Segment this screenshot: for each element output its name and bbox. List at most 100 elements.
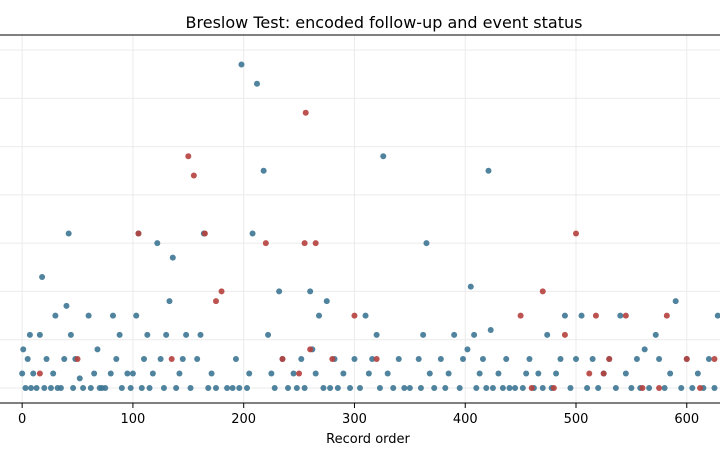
event-point — [329, 356, 336, 363]
event-point — [135, 230, 142, 237]
censored-point — [483, 385, 490, 391]
censored-point — [265, 331, 272, 338]
censored-point — [76, 375, 83, 382]
censored-point — [208, 370, 215, 377]
censored-point — [557, 356, 564, 363]
censored-point — [628, 385, 635, 391]
censored-point — [102, 385, 109, 391]
censored-point — [113, 356, 120, 363]
censored-point — [567, 385, 574, 391]
x-tick-label: 300 — [342, 412, 367, 427]
censored-point — [357, 385, 363, 391]
censored-point — [423, 240, 430, 247]
event-point — [539, 288, 546, 295]
event-point — [312, 240, 319, 247]
censored-point — [646, 385, 653, 391]
censored-point — [506, 385, 513, 391]
event-point — [351, 312, 358, 319]
event-point — [586, 370, 593, 377]
censored-point — [316, 312, 323, 319]
censored-point — [617, 312, 624, 319]
x-tick-label: 0 — [18, 412, 26, 427]
censored-point — [260, 167, 267, 174]
censored-point — [43, 356, 50, 363]
event-point — [550, 385, 557, 391]
censored-point — [667, 370, 674, 377]
event-point — [528, 385, 535, 391]
censored-point — [109, 312, 116, 319]
censored-point — [22, 385, 29, 391]
censored-point — [476, 370, 483, 377]
censored-point — [138, 385, 145, 391]
x-axis-label: Record order — [326, 432, 410, 447]
censored-point — [390, 385, 397, 391]
censored-point — [519, 385, 526, 391]
censored-point — [253, 80, 260, 87]
censored-point — [622, 370, 629, 377]
censored-point — [503, 356, 510, 363]
chart-title: Breslow Test: encoded follow-up and even… — [186, 13, 583, 32]
censored-point — [144, 331, 151, 338]
censored-point — [442, 385, 449, 391]
censored-point — [39, 273, 46, 280]
censored-point — [183, 331, 190, 338]
censored-point — [589, 356, 596, 363]
censored-point — [499, 385, 506, 391]
censored-point — [236, 385, 243, 391]
censored-point — [584, 385, 591, 391]
censored-point — [276, 288, 283, 295]
censored-point — [268, 370, 275, 377]
censored-point — [285, 385, 291, 391]
censored-point — [544, 331, 551, 338]
censored-point — [124, 370, 131, 377]
censored-point — [431, 385, 438, 391]
censored-point — [351, 356, 358, 363]
censored-point — [129, 370, 136, 377]
censored-point — [362, 312, 369, 319]
event-point — [639, 385, 646, 391]
censored-point — [369, 356, 376, 363]
censored-point — [535, 370, 542, 377]
event-point — [301, 240, 308, 247]
censored-point — [561, 312, 568, 319]
censored-point — [489, 385, 496, 391]
censored-point — [50, 370, 57, 377]
censored-point — [347, 385, 354, 391]
censored-point — [323, 298, 330, 305]
censored-point — [271, 385, 278, 391]
censored-point — [641, 346, 648, 353]
censored-point — [57, 385, 64, 391]
censored-point — [163, 331, 170, 338]
censored-point — [539, 385, 546, 391]
censored-point — [298, 356, 305, 363]
censored-point — [146, 385, 153, 391]
event-point — [561, 331, 568, 338]
x-tick-label: 100 — [121, 412, 146, 427]
censored-point — [384, 370, 391, 377]
event-point — [218, 288, 225, 295]
censored-point — [678, 385, 685, 391]
censored-point — [451, 331, 458, 338]
censored-point — [395, 356, 402, 363]
censored-point — [406, 385, 413, 391]
event-point — [683, 356, 690, 363]
censored-point — [471, 331, 478, 338]
censored-point — [87, 385, 94, 391]
event-point — [663, 312, 670, 319]
censored-point — [553, 370, 560, 377]
censored-point — [320, 385, 327, 391]
censored-point — [380, 153, 387, 160]
censored-point — [694, 370, 701, 377]
censored-point — [41, 385, 48, 391]
censored-point — [116, 331, 123, 338]
censored-point — [24, 356, 31, 363]
x-ticks: 0 100 200 300 400 500 600 — [18, 403, 699, 427]
censored-point — [244, 385, 251, 391]
censored-point — [689, 385, 696, 391]
censored-point — [656, 356, 663, 363]
censored-point — [485, 167, 492, 174]
censored-point — [160, 385, 167, 391]
censored-point — [661, 385, 668, 391]
censored-point — [526, 356, 533, 363]
censored-point — [512, 385, 519, 391]
